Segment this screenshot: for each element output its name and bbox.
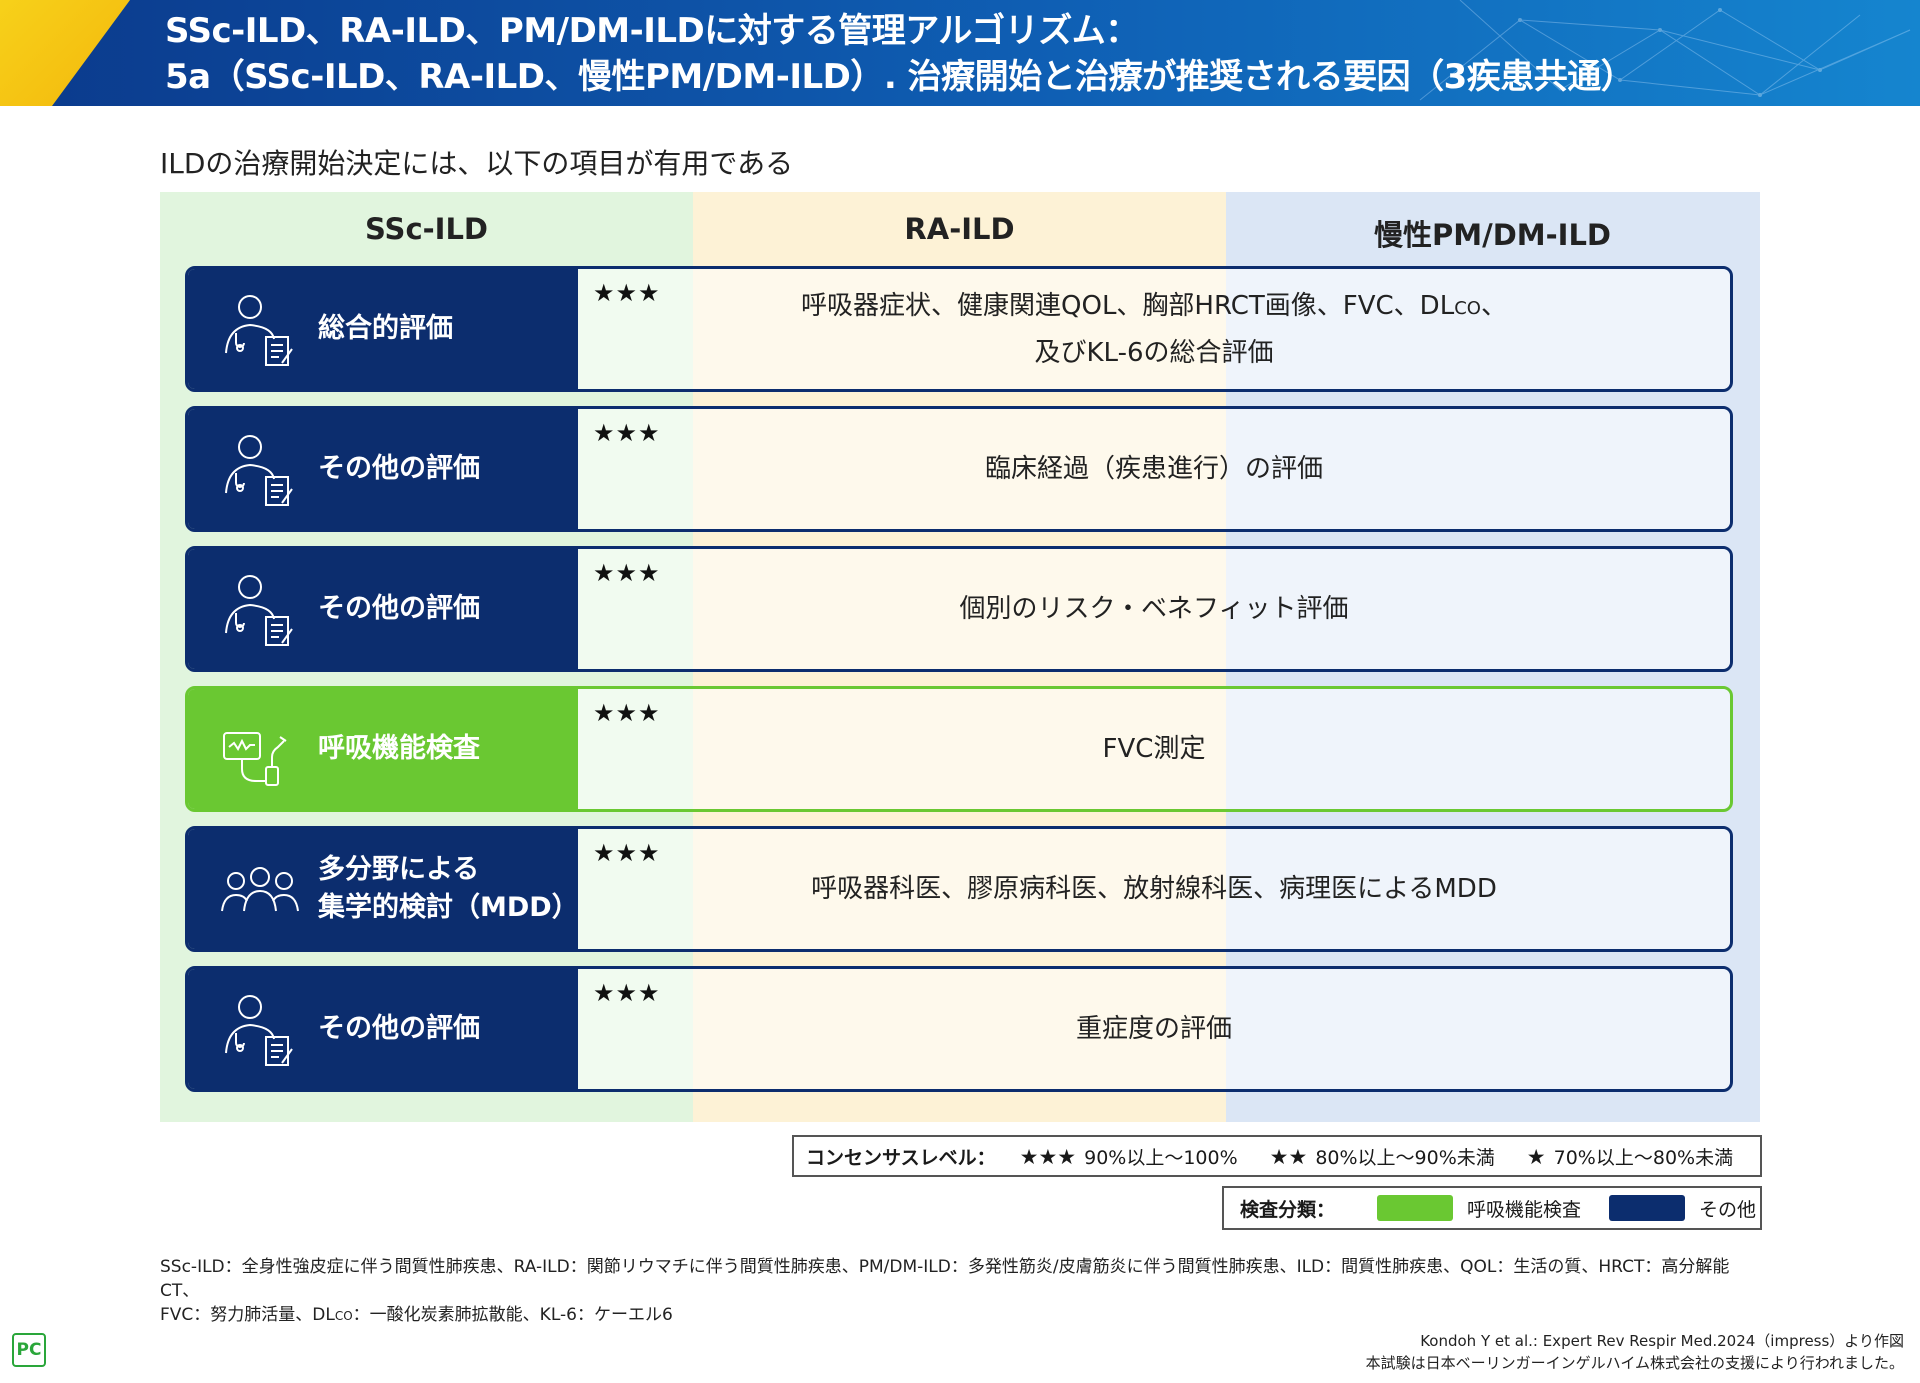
header-accent xyxy=(0,0,130,106)
legend-text-other: その他 xyxy=(1699,1198,1757,1221)
row-content-cell xyxy=(578,269,1730,389)
row-content-cell xyxy=(578,549,1730,669)
row-category-label: 多分野による 集学的検討（MDD） xyxy=(318,854,579,923)
legend-level-2: ★★ 80%以上～90%未満 xyxy=(1269,1144,1495,1169)
row-category-cell: その他の評価 xyxy=(188,549,578,669)
row-multidisciplinary-discussion: 多分野による 集学的検討（MDD） ★★★ 呼吸器科医、膠原病科医、放射線科医、… xyxy=(185,826,1733,952)
consensus-stars: ★★★ xyxy=(593,839,661,867)
row-category-label: その他の評価 xyxy=(318,593,480,624)
row-category-cell: その他の評価 xyxy=(188,969,578,1089)
legend-level-3: ★★★ 90%以上～100% xyxy=(1019,1144,1238,1169)
row-content-cell xyxy=(578,829,1730,949)
column-header-pm-dm-ild: 慢性PM/DM-ILD xyxy=(1373,218,1611,252)
test-category-legend: 検査分類： 呼吸機能検査 その他 xyxy=(1222,1186,1762,1230)
network-decoration xyxy=(1419,0,1911,101)
row-content-cell xyxy=(578,969,1730,1089)
legend-text-respiratory: 呼吸機能検査 xyxy=(1467,1198,1582,1221)
legend-level-1: ★ 70%以上～80%未満 xyxy=(1526,1144,1734,1169)
legend-label: コンセンサスレベル： xyxy=(806,1146,996,1169)
row-respiratory-function-test: 呼吸機能検査 ★★★ FVC測定 xyxy=(185,686,1733,812)
header-banner: SSc-ILD、RA-ILD、PM/DM-ILDに対する管理アルゴリズム： 5a… xyxy=(0,0,1920,106)
legend-swatch-other xyxy=(1609,1195,1686,1221)
row-category-label: 総合的評価 xyxy=(318,313,453,344)
column-header-ssc-ild: SSc-ILD xyxy=(364,212,489,246)
doctor-icon xyxy=(225,575,293,646)
title-line-1: SSc-ILD、RA-ILD、PM/DM-ILDに対する管理アルゴリズム： xyxy=(165,11,1139,51)
spirometer-icon xyxy=(223,732,287,786)
pc-logo: PC xyxy=(12,1333,46,1367)
row-category-cell: 多分野による 集学的検討（MDD） xyxy=(188,829,579,949)
row-category-cell: 呼吸機能検査 xyxy=(188,689,578,809)
doctor-icon xyxy=(225,435,293,506)
row-content-text: 個別のリスク・ベネフィット評価 xyxy=(959,594,1349,624)
page-title: SSc-ILD、RA-ILD、PM/DM-ILDに対する管理アルゴリズム： 5a… xyxy=(165,8,1635,100)
legend-swatch-respiratory xyxy=(1377,1195,1454,1221)
row-content-text: 呼吸器症状、健康関連QOL、胸部HRCT画像、FVC、DLCO、 及びKL-6の… xyxy=(801,290,1507,368)
abbreviation-footnote: SSc-ILD：全身性強皮症に伴う間質性肺疾患、RA-ILD：関節リウマチに伴う… xyxy=(160,1257,1730,1325)
consensus-stars: ★★★ xyxy=(593,419,661,447)
row-content-text: 呼吸器科医、膠原病科医、放射線科医、病理医によるMDD xyxy=(811,874,1497,904)
row-category-label: その他の評価 xyxy=(318,453,480,484)
row-category-cell: その他の評価 xyxy=(188,409,578,529)
legend-label: 検査分類： xyxy=(1240,1198,1336,1221)
doctor-icon xyxy=(225,295,293,366)
consensus-level-legend: コンセンサスレベル： ★★★ 90%以上～100% ★★ 80%以上～90%未満 ★… xyxy=(792,1135,1762,1177)
consensus-stars: ★★★ xyxy=(593,559,661,587)
consensus-stars: ★★★ xyxy=(593,979,661,1007)
row-content-text: FVC測定 xyxy=(1102,734,1206,764)
row-category-cell: 総合的評価 xyxy=(188,269,578,389)
doctor-icon xyxy=(225,995,293,1066)
row-other-evaluation-2: その他の評価 ★★★ 個別のリスク・ベネフィット評価 xyxy=(185,546,1733,672)
title-line-2: 5a（SSc-ILD、RA-ILD、慢性PM/DM-ILD）. 治療開始と治療が… xyxy=(165,57,1635,97)
subtitle: ILDの治療開始決定には、以下の項目が有用である xyxy=(160,147,794,180)
row-category-label: その他の評価 xyxy=(318,1013,480,1044)
row-other-evaluation-1: その他の評価 ★★★ 臨床経過（疾患進行）の評価 xyxy=(185,406,1733,532)
column-header-ra-ild: RA-ILD xyxy=(904,212,1015,246)
row-category-label: 呼吸機能検査 xyxy=(318,733,480,764)
consensus-stars: ★★★ xyxy=(593,279,661,307)
row-content-cell xyxy=(578,689,1730,809)
row-content-text: 臨床経過（疾患進行）の評価 xyxy=(984,454,1323,484)
row-content-cell xyxy=(578,409,1730,529)
consensus-stars: ★★★ xyxy=(593,699,661,727)
row-content-text: 重症度の評価 xyxy=(1075,1014,1232,1044)
team-icon xyxy=(221,867,299,912)
row-severity-evaluation: その他の評価 ★★★ 重症度の評価 xyxy=(185,966,1733,1092)
citation: Kondoh Y et al.: Expert Rev Respir Med.2… xyxy=(1365,1332,1904,1372)
row-comprehensive-evaluation: 総合的評価 ★★★ 呼吸器症状、健康関連QOL、胸部HRCT画像、FVC、DLC… xyxy=(185,266,1733,392)
